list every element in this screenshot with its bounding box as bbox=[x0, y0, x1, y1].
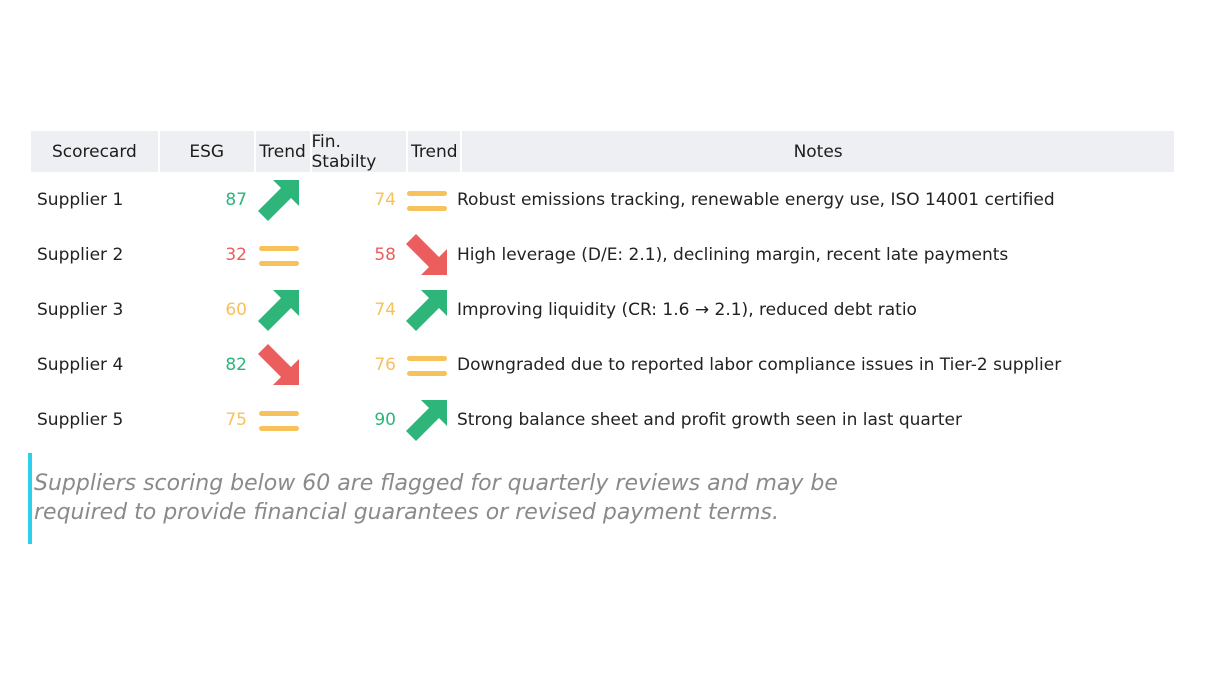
supplier-name: Supplier 2 bbox=[37, 244, 124, 265]
fin-stability-score: 74 bbox=[374, 299, 396, 320]
footnote-line-2: required to provide financial guarantees… bbox=[34, 500, 779, 525]
supplier-notes: High leverage (D/E: 2.1), declining marg… bbox=[457, 244, 1009, 265]
scorecard-table: Scorecard ESG Trend Fin. Stabilty Trend … bbox=[31, 131, 1174, 447]
supplier-notes: Strong balance sheet and profit growth s… bbox=[457, 409, 962, 430]
table-row: Supplier 4 82 76 Downgraded due to reported… bbox=[31, 337, 1174, 392]
fin-stability-score: 74 bbox=[374, 189, 396, 210]
flat-equals-icon bbox=[407, 190, 447, 211]
footnote-blockquote: Suppliers scoring below 60 are flagged f… bbox=[28, 453, 838, 544]
table-row: Supplier 2 32 58 High leverage (D/E: 2.1), … bbox=[31, 227, 1174, 282]
fin-trend bbox=[401, 227, 453, 282]
esg-trend bbox=[252, 392, 306, 447]
fin-trend bbox=[401, 392, 453, 447]
esg-score: 32 bbox=[225, 244, 247, 265]
header-fin-stability: Fin. Stabilty bbox=[311, 131, 407, 172]
fin-stability-score: 76 bbox=[374, 354, 396, 375]
supplier-notes: Downgraded due to reported labor complia… bbox=[457, 354, 1062, 375]
fin-stability-score: 58 bbox=[374, 244, 396, 265]
esg-score: 75 bbox=[225, 409, 247, 430]
footnote-line-1: Suppliers scoring below 60 are flagged f… bbox=[34, 471, 838, 496]
esg-trend bbox=[252, 227, 306, 282]
down-arrow-icon bbox=[258, 343, 299, 385]
esg-score: 60 bbox=[225, 299, 247, 320]
supplier-name: Supplier 1 bbox=[37, 189, 124, 210]
header-esg: ESG bbox=[159, 131, 254, 172]
flat-equals-icon bbox=[259, 410, 299, 431]
down-arrow-icon bbox=[406, 233, 447, 275]
supplier-name: Supplier 5 bbox=[37, 409, 124, 430]
up-arrow-icon bbox=[258, 289, 299, 331]
header-esg-trend: Trend bbox=[255, 131, 310, 172]
table-header-row: Scorecard ESG Trend Fin. Stabilty Trend … bbox=[31, 131, 1174, 172]
flat-equals-icon bbox=[407, 355, 447, 376]
fin-trend bbox=[401, 282, 453, 337]
flat-equals-icon bbox=[259, 245, 299, 266]
esg-score: 87 bbox=[225, 189, 247, 210]
header-scorecard: Scorecard bbox=[31, 131, 158, 172]
header-fin-trend: Trend bbox=[408, 131, 461, 172]
up-arrow-icon bbox=[406, 289, 447, 331]
supplier-notes: Improving liquidity (CR: 1.6 → 2.1), red… bbox=[457, 299, 917, 320]
up-arrow-icon bbox=[258, 179, 299, 221]
fin-trend bbox=[401, 337, 453, 392]
esg-trend bbox=[252, 282, 306, 337]
esg-trend bbox=[252, 337, 306, 392]
table-row: Supplier 3 60 74 Improving liquidity (CR: 1… bbox=[31, 282, 1174, 337]
supplier-name: Supplier 4 bbox=[37, 354, 124, 375]
table-row: Supplier 1 87 74 Robust emissions tracking,… bbox=[31, 172, 1174, 227]
footnote-text: Suppliers scoring below 60 are flagged f… bbox=[34, 469, 838, 527]
supplier-notes: Robust emissions tracking, renewable ene… bbox=[457, 189, 1055, 210]
up-arrow-icon bbox=[406, 399, 447, 441]
table-row: Supplier 5 75 90 Strong balance sheet and p… bbox=[31, 392, 1174, 447]
header-notes: Notes bbox=[462, 131, 1174, 172]
esg-score: 82 bbox=[225, 354, 247, 375]
esg-trend bbox=[252, 172, 306, 227]
supplier-name: Supplier 3 bbox=[37, 299, 124, 320]
fin-stability-score: 90 bbox=[374, 409, 396, 430]
fin-trend bbox=[401, 172, 453, 227]
